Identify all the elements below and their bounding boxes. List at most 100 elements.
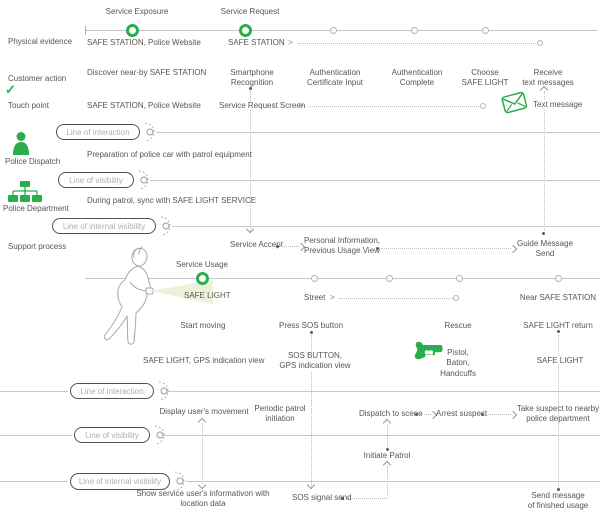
line-of-visibility-pill: Line of visibility — [74, 427, 150, 443]
support-guide-message: Guide Message Send — [516, 239, 574, 259]
action-auth-input: Authentication Certificate Input — [306, 68, 364, 88]
pill-endcap — [154, 425, 165, 445]
usage-near-safe-station: Near SAFE STATION — [519, 293, 597, 302]
timeline-node-exposure — [125, 23, 139, 37]
connector-dot — [385, 447, 389, 451]
timeline-node — [410, 26, 418, 34]
lower-periodic-patrol: Periodic patrol initiation — [254, 404, 306, 424]
pill-endcap — [138, 170, 149, 190]
timeline-node — [455, 274, 463, 282]
action-receive: Receive text messages — [522, 68, 574, 88]
lower-dispatch-to-scene: Dispatch to scene — [359, 409, 423, 418]
action-start-moving: Start moving — [180, 321, 226, 330]
pill-endcap — [160, 216, 171, 236]
timeline-node — [329, 26, 337, 34]
connector-sos-button-to-signal — [311, 335, 312, 487]
support-service-accept: Service Accept — [230, 240, 283, 249]
line-of-internal-visibility-pill: Line of internal visibility — [70, 473, 170, 490]
chevron-glyph: > — [288, 37, 293, 47]
row-label-customer-action: Customer action — [8, 74, 67, 83]
row-label-police-dispatch: Police Dispatch — [5, 157, 61, 166]
pill-endcap — [144, 122, 155, 142]
connector-dot — [414, 412, 418, 416]
touch-safe-station-website: SAFE STATION, Police Website — [87, 101, 201, 110]
timeline-node-request — [238, 23, 252, 37]
chevron-glyph: > — [299, 100, 304, 110]
usage-safe-light: SAFE LIGHT — [184, 291, 231, 300]
evidence-safe-station-website: SAFE STATION, Police Website — [87, 38, 201, 47]
support-arrow-line — [281, 246, 299, 247]
timeline-node — [554, 274, 562, 282]
pill-endcap — [174, 471, 185, 491]
touch-pistol-baton-handcuffs: Pistol, Baton, Handcuffs — [440, 348, 476, 378]
row-label-support-process: Support process — [8, 242, 67, 251]
connector-dot — [542, 231, 545, 235]
lower-arrow-line — [486, 414, 511, 415]
timeline-node — [310, 274, 318, 282]
line-of-visibility-rule-left — [0, 435, 72, 436]
line-of-internal-visibility-rule-right — [186, 481, 600, 482]
support-personal-info: Personal Information, Previous Usage Vie… — [303, 236, 381, 256]
chevron-glyph: > — [330, 292, 335, 302]
line-of-visibility-rule-right — [164, 435, 600, 436]
text-message-label: Text message — [531, 100, 585, 109]
timeline-node-usage — [195, 271, 209, 285]
touch-end-circle — [480, 103, 486, 109]
line-of-interaction-pill: Line of interaction — [56, 124, 140, 140]
line-of-internal-visibility-rule-left — [0, 481, 68, 482]
arrow-down — [197, 480, 207, 490]
police-department-orgchart-icon — [8, 181, 42, 202]
lower-show-user-info: Show service user's informativon with lo… — [136, 489, 270, 509]
action-smartphone: Smartphone Recognition — [230, 68, 274, 88]
line-of-interaction-pill: Line of interaction — [70, 383, 154, 399]
stage-service-request: Service Request — [220, 7, 280, 16]
connector-dot — [309, 330, 313, 334]
connector-dot — [340, 496, 344, 500]
street-dotted-line — [339, 298, 453, 299]
lower-arrow-line — [420, 414, 431, 415]
flashlight-beam — [150, 280, 213, 304]
row-label-touch-point: Touch point — [8, 101, 49, 110]
connector-signal-to-initiate — [387, 466, 388, 498]
line-of-internal-visibility-rule — [172, 226, 600, 227]
action-safe-light-return: SAFE LIGHT return — [523, 321, 593, 330]
line-of-internal-visibility-pill: Line of internal visibility — [52, 218, 156, 234]
lower-take-suspect: Take suspect to nearby police department — [516, 404, 600, 424]
backstage-prep: Preparation of police car with patrol eq… — [87, 150, 252, 159]
support-arrow-line — [381, 248, 511, 249]
line-of-visibility-rule — [150, 180, 600, 181]
action-press-sos: Press SOS button — [278, 321, 344, 330]
usage-street: Street — [304, 293, 326, 302]
connector-dot — [480, 412, 484, 416]
touch-service-request-screen: Service Request Screen — [217, 101, 308, 110]
stage-service-exposure: Service Exposure — [105, 7, 169, 16]
timeline-top — [85, 30, 597, 31]
line-of-interaction-rule-left — [0, 391, 68, 392]
action-discover: Discover near-by SAFE STATION — [87, 68, 207, 77]
street-end-circle — [453, 295, 459, 301]
connector-dot — [556, 487, 560, 491]
connector-display-to-show — [202, 423, 203, 484]
row-label-physical-evidence: Physical evidence — [8, 37, 73, 46]
connector-dot — [556, 329, 560, 333]
evidence-safe-station: SAFE STATION — [228, 38, 285, 47]
line-of-interaction-rule — [156, 132, 600, 133]
stage-service-usage: Service Usage — [175, 260, 229, 269]
touch-safe-light-gps: SAFE LIGHT, GPS indication view — [143, 356, 265, 365]
police-dispatch-person-icon — [13, 132, 29, 155]
walking-person-figure — [103, 246, 154, 345]
evidence-end-circle — [537, 40, 543, 46]
connector-dot — [375, 246, 379, 250]
action-rescue: Rescue — [444, 321, 472, 330]
pill-endcap — [158, 381, 169, 401]
row-label-police-department: Police Department — [3, 204, 69, 213]
line-of-interaction-rule-right — [168, 391, 600, 392]
evidence-dotted-line — [298, 43, 536, 44]
connector-guide-to-receive — [543, 91, 545, 231]
text-message-envelope-icon — [500, 90, 529, 119]
touch-dotted-line — [308, 106, 479, 107]
lower-sos-signal-send: SOS signal send — [292, 493, 352, 502]
touch-safe-light: SAFE LIGHT — [528, 356, 592, 365]
lower-display-movement: Display user's movement — [159, 407, 249, 416]
